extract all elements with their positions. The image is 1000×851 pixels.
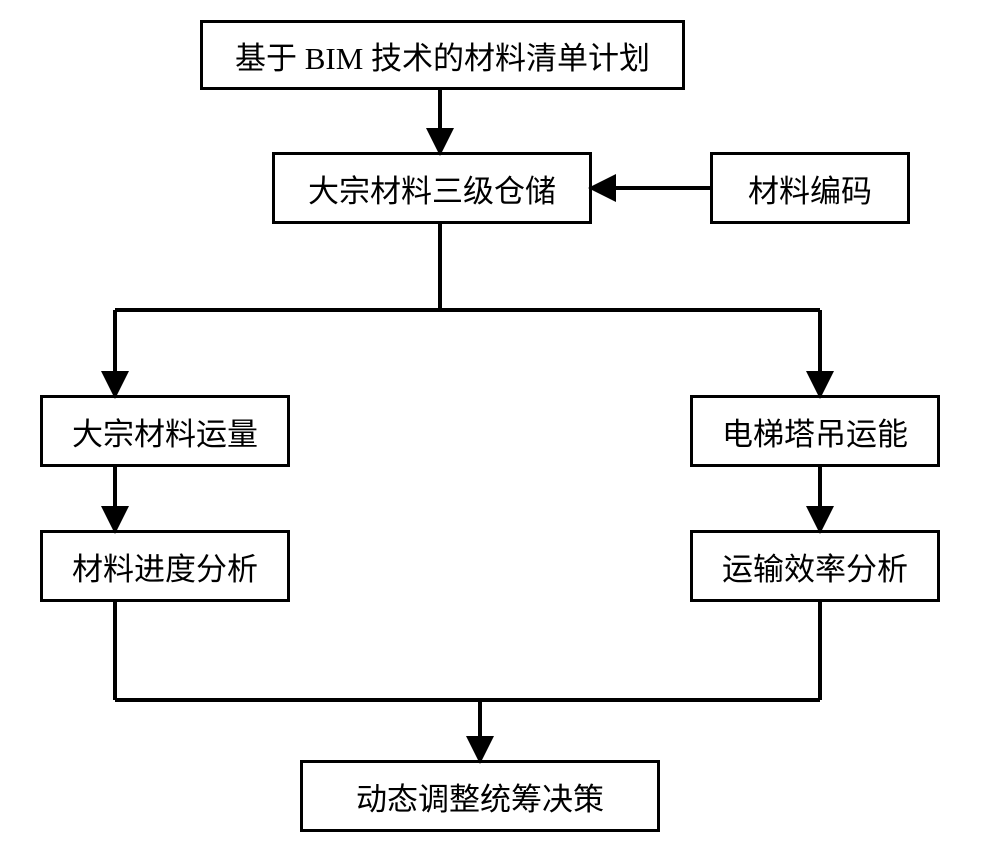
flowchart-canvas: 基于 BIM 技术的材料清单计划大宗材料三级仓储 材料编码大宗材料运量 电梯塔吊运能… [0,0,1000,851]
flowchart-node-n7: 运输效率分析 [690,530,940,602]
node-label: 运输效率分析 [722,544,908,589]
node-label: 材料编码 [748,166,872,211]
node-label: 大宗材料三级仓储 [308,166,556,211]
flowchart-node-n3: 材料编码 [710,152,910,224]
node-label: 电梯塔吊运能 [722,409,908,454]
flowchart-node-n4: 大宗材料运量 [40,395,290,467]
flowchart-node-n5: 电梯塔吊运能 [690,395,940,467]
flowchart-node-n8: 动态调整统筹决策 [300,760,660,832]
node-label: 大宗材料运量 [72,409,258,454]
flowchart-node-n6: 材料进度分析 [40,530,290,602]
flowchart-node-n1: 基于 BIM 技术的材料清单计划 [200,20,685,90]
node-label: 材料进度分析 [72,544,258,589]
node-label: 动态调整统筹决策 [356,774,604,819]
node-label: 基于 BIM 技术的材料清单计划 [235,33,650,78]
flowchart-node-n2: 大宗材料三级仓储 [272,152,592,224]
